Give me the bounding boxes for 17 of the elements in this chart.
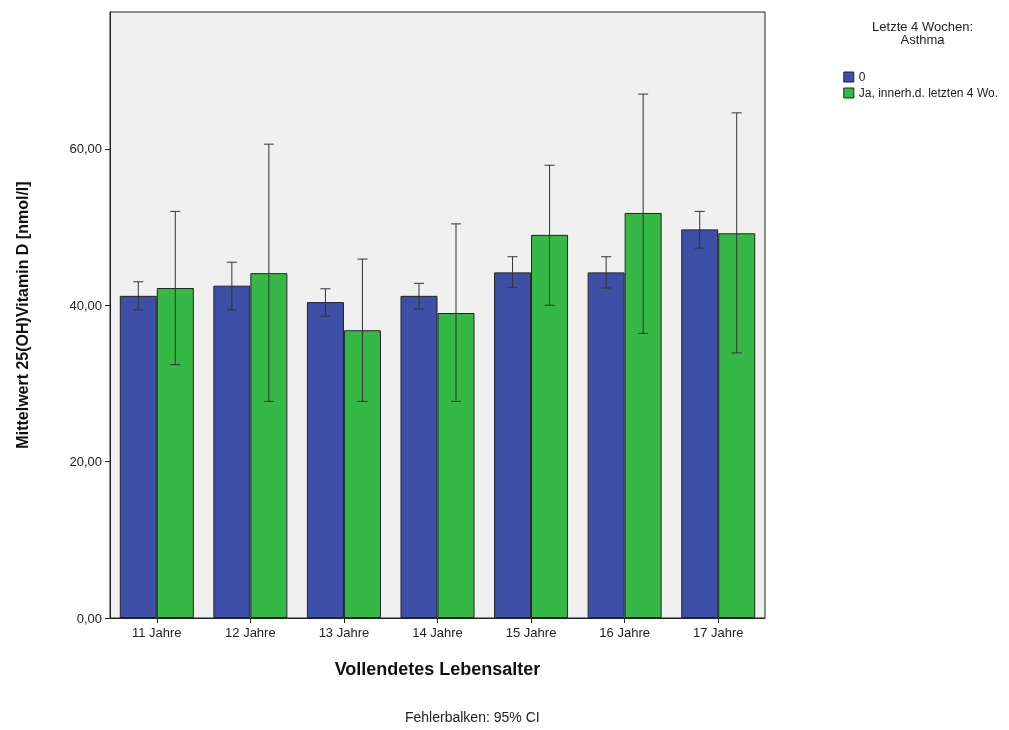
y-tick-label: 40,00	[69, 297, 102, 313]
y-tick-label: 60,00	[69, 141, 102, 157]
legend-title: Letzte 4 Wochen: Asthma	[872, 19, 973, 47]
x-tick-label: 17 Jahre	[692, 625, 744, 640]
x-tick-label: 14 Jahre	[412, 625, 463, 640]
x-tick-label: 12 Jahre	[225, 625, 276, 640]
x-tick-label: 11 Jahre	[131, 625, 182, 640]
y-tick-label: 0,00	[76, 610, 102, 626]
legend-label: Ja, innerh.d. letzten 4 Wo.	[858, 86, 999, 100]
y-tick-label: 20,00	[69, 454, 102, 470]
text: Fehlerbalken: 95% CI	[405, 709, 540, 725]
x-axis-title: Vollendetes Lebensalter	[334, 659, 541, 679]
x-tick-label: 13 Jahre	[318, 625, 370, 640]
x-tick-label: 15 Jahre	[505, 625, 557, 640]
y-axis-title: Mittelwert 25(OH)Vitamin D [nmol/l]	[13, 181, 31, 449]
x-tick-label: 16 Jahre	[599, 625, 650, 640]
legend-label: 0	[858, 70, 866, 84]
